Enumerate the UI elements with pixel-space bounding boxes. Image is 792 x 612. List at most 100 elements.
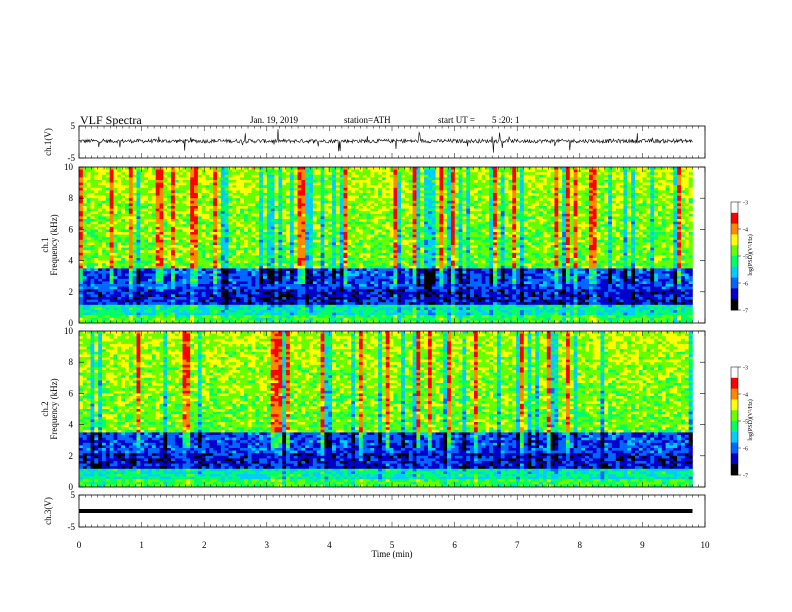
ch1-spectrogram-cell (236, 222, 240, 225)
ch1-spectrogram-cell (604, 242, 608, 245)
ch1-spectrogram-cell (627, 224, 631, 227)
ch1-spectrogram-cell (539, 193, 543, 196)
ch1-spectrogram-cell (148, 224, 152, 227)
ch1-spectrogram-cell (470, 185, 474, 188)
ch1-spectrogram-cell (420, 242, 424, 245)
ch1-spectrogram-cell (98, 211, 102, 214)
ch1-spectrogram-cell (332, 219, 336, 222)
ch1-spectrogram-cell (520, 175, 524, 178)
ch1-spectrogram-cell (252, 232, 256, 235)
ch1-spectrogram-cell (278, 188, 282, 191)
ch1-spectrogram-cell (547, 219, 551, 222)
ch1-spectrogram-cell (685, 214, 689, 217)
ch1-spectrogram-cell (332, 237, 336, 240)
ch1-spectrogram-cell (581, 240, 585, 243)
ch1-spectrogram-cell (355, 180, 359, 183)
ch1-spectrogram-cell (121, 216, 125, 219)
ch1-spectrogram-cell (489, 235, 493, 238)
ch1-spectrogram-cell (666, 227, 670, 230)
ch1-spectrogram-cell (662, 175, 666, 178)
ch1-spectrogram-cell (466, 196, 470, 199)
ch1-spectrogram-cell (144, 175, 148, 178)
ch1-spectrogram-cell (370, 211, 374, 214)
ch1-spectrogram-cell (194, 183, 198, 186)
ch1-spectrogram-cell (148, 183, 152, 186)
ch1-spectrogram-cell (505, 188, 509, 191)
ch1-spectrogram-cell (627, 193, 631, 196)
ch1-spectrogram-cell (512, 193, 516, 196)
ch1-spectrogram-cell (140, 209, 144, 212)
ch1-spectrogram-cell (505, 206, 509, 209)
ch1-spectrogram-cell (140, 240, 144, 243)
ch1-spectrogram-cell (551, 193, 555, 196)
ch1-spectrogram-cell (125, 242, 129, 245)
ch1-spectrogram-cell (221, 170, 225, 173)
ch1-spectrogram-cell (689, 245, 693, 248)
ch1-spectrogram-cell (309, 172, 313, 175)
ch1-spectrogram-cell (324, 185, 328, 188)
ch1-spectrogram-cell (420, 183, 424, 186)
ch1-spectrogram-cell (505, 219, 509, 222)
ch1-spectrogram-cell (290, 190, 294, 193)
ch1-spectrogram-cell (616, 203, 620, 206)
ch1-spectrogram-cell (282, 214, 286, 217)
ch1-spectrogram-cell (232, 235, 236, 238)
ch1-spectrogram-cell (673, 172, 677, 175)
ch1-spectrogram-cell (543, 167, 547, 170)
ch1-spectrogram-cell (355, 201, 359, 204)
ch1-spectrogram-cell (436, 237, 440, 240)
ch1-spectrogram-cell (470, 201, 474, 204)
ch1-spectrogram-cell (650, 201, 654, 204)
ch1-spectrogram-cell (390, 185, 394, 188)
ch1-spectrogram-cell (585, 185, 589, 188)
ch1-spectrogram-cell (493, 180, 497, 183)
ch1-spectrogram-cell (424, 172, 428, 175)
ch1-spectrogram-cell (662, 209, 666, 212)
ch1-spectrogram-cell (275, 175, 279, 178)
ch1-spectrogram-cell (393, 201, 397, 204)
ch1-spectrogram-cell (390, 222, 394, 225)
ch1-spectrogram-cell (148, 167, 152, 170)
ch1-spectrogram-cell (221, 245, 225, 248)
ch1-spectrogram-cell (459, 237, 463, 240)
ch1-spectrogram-cell (252, 177, 256, 180)
ch1-spectrogram-cell (163, 245, 167, 248)
ch1-spectrogram-cell (685, 209, 689, 212)
ch1-spectrogram-cell (547, 216, 551, 219)
ch1-spectrogram-cell (639, 232, 643, 235)
ch1-spectrogram-cell (462, 198, 466, 201)
ch1-spectrogram-cell (374, 209, 378, 212)
ch1-spectrogram-cell (386, 206, 390, 209)
ch1-spectrogram-cell (125, 209, 129, 212)
ch1-spectrogram-cell (290, 206, 294, 209)
ch1-spectrogram-cell (232, 183, 236, 186)
ch1-spectrogram-cell (121, 214, 125, 217)
ch1-spectrogram-cell (528, 211, 532, 214)
ch1-spectrogram-cell (436, 222, 440, 225)
ch1-spectrogram-cell (87, 203, 91, 206)
ch1-spectrogram-cell (643, 203, 647, 206)
ch1-spectrogram-cell (206, 185, 210, 188)
ch1-spectrogram-cell (355, 198, 359, 201)
ch1-spectrogram-cell (206, 222, 210, 225)
ch1-spectrogram-cell (677, 235, 681, 238)
ch1-spectrogram-cell (294, 224, 298, 227)
ch1-spectrogram-cell (681, 240, 685, 243)
ch1-spectrogram-cell (658, 183, 662, 186)
ch1-spectrogram-cell (451, 206, 455, 209)
ch1-spectrogram-cell (160, 172, 164, 175)
ch1-spectrogram-cell (175, 219, 179, 222)
ch1-spectrogram-cell (98, 203, 102, 206)
ch1-spectrogram-cell (639, 227, 643, 230)
ch1-spectrogram-cell (225, 245, 229, 248)
ch1-spectrogram-cell (669, 242, 673, 245)
ch1-spectrogram-cell (451, 237, 455, 240)
ch1-spectrogram-cell (654, 206, 658, 209)
ch1-spectrogram-cell (681, 209, 685, 212)
ch1-spectrogram-cell (585, 175, 589, 178)
ch1-spectrogram-cell (298, 185, 302, 188)
ch1-spectrogram-cell (229, 188, 233, 191)
ch1-spectrogram-cell (474, 222, 478, 225)
ch1-spectrogram-cell (562, 188, 566, 191)
ch1-spectrogram-cell (275, 245, 279, 248)
